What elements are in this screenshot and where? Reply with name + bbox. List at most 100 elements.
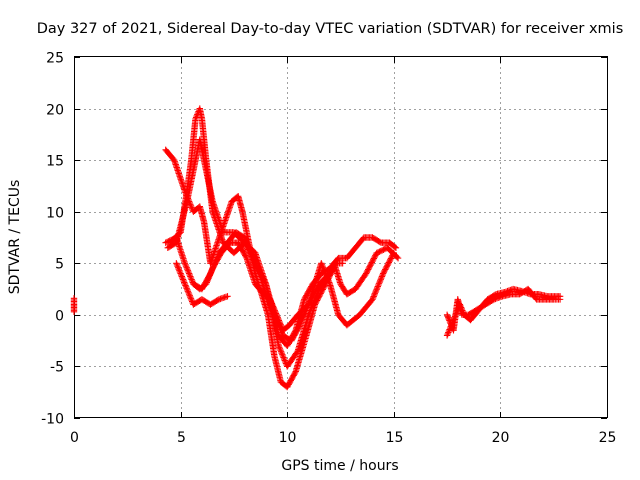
data-point	[175, 265, 182, 273]
data-point	[186, 292, 193, 299]
y-tick-label: 25	[46, 51, 64, 67]
data-point	[445, 315, 453, 323]
data-point	[367, 260, 375, 268]
data-point	[269, 303, 277, 310]
data-point	[248, 250, 255, 257]
data-point	[253, 264, 261, 272]
data-point	[325, 271, 332, 278]
data-point	[326, 270, 334, 277]
data-point	[245, 243, 252, 250]
data-point	[186, 271, 193, 279]
data-point	[255, 267, 262, 274]
data-point	[378, 274, 385, 282]
data-point	[318, 261, 326, 268]
data-point	[182, 283, 190, 291]
data-point	[185, 268, 192, 276]
data-point	[179, 276, 187, 283]
data-point	[255, 268, 263, 276]
data-point	[310, 291, 317, 299]
data-point	[253, 263, 260, 270]
data-point	[184, 265, 191, 273]
data-point	[445, 314, 452, 321]
data-point	[307, 297, 314, 304]
x-tick-label: 20	[492, 430, 510, 446]
data-point	[362, 270, 370, 277]
data-point	[445, 327, 453, 335]
y-tick-label: 5	[55, 257, 64, 273]
data-point	[377, 276, 384, 283]
data-point	[291, 369, 299, 377]
data-point	[176, 267, 183, 274]
data-layer	[70, 105, 564, 391]
data-point	[369, 294, 377, 302]
data-point	[379, 271, 386, 279]
data-point	[179, 274, 186, 282]
data-point	[305, 310, 313, 317]
data-point	[384, 262, 391, 269]
data-point	[313, 284, 321, 292]
data-point	[276, 344, 283, 351]
data-point	[185, 270, 193, 277]
data-point	[308, 303, 316, 310]
data-point	[182, 282, 189, 289]
data-point	[369, 296, 376, 303]
data-point	[188, 296, 195, 304]
data-point	[206, 272, 213, 279]
data-point	[245, 244, 253, 252]
data-point	[314, 283, 321, 290]
data-point	[205, 273, 213, 281]
data-point	[293, 349, 301, 356]
data-point	[267, 297, 274, 304]
data-point	[246, 247, 254, 254]
data-point	[188, 204, 195, 211]
data-point	[205, 275, 212, 282]
data-point	[180, 277, 187, 285]
data-point	[181, 260, 189, 267]
data-point	[394, 254, 402, 262]
data-point	[251, 259, 259, 266]
data-point	[443, 332, 451, 339]
data-point	[248, 251, 256, 259]
data-point	[384, 260, 392, 268]
data-point	[387, 255, 395, 262]
x-tick-label: 15	[386, 430, 404, 446]
data-point	[182, 263, 190, 270]
data-point	[366, 263, 373, 270]
y-tick-label: 20	[46, 103, 64, 119]
data-point	[243, 240, 251, 247]
data-point	[365, 266, 372, 273]
data-point	[183, 285, 190, 292]
data-point	[556, 296, 564, 303]
data-point	[308, 304, 315, 311]
data-point	[242, 253, 250, 261]
data-point	[247, 249, 254, 256]
data-point	[280, 354, 287, 361]
data-point	[369, 256, 377, 264]
data-point	[249, 254, 257, 262]
data-point	[224, 293, 231, 300]
data-point	[391, 243, 399, 251]
data-point	[276, 345, 284, 352]
data-point	[371, 290, 379, 297]
data-point	[386, 258, 393, 265]
data-point	[187, 295, 195, 302]
data-point	[273, 311, 280, 319]
y-tick-label: -10	[41, 412, 64, 428]
data-point	[254, 266, 261, 273]
data-point	[371, 253, 378, 261]
data-point	[187, 274, 195, 282]
data-point	[392, 244, 400, 252]
data-point	[181, 279, 188, 286]
data-point	[319, 263, 326, 270]
data-point	[313, 286, 320, 293]
data-point	[308, 295, 315, 303]
data-point	[277, 347, 284, 354]
data-point	[203, 279, 210, 286]
data-point	[373, 286, 380, 293]
data-point	[372, 289, 379, 296]
data-point	[275, 317, 283, 324]
data-point	[252, 260, 259, 267]
data-point	[250, 256, 257, 263]
data-point	[271, 306, 278, 313]
x-tick-label: 5	[177, 430, 186, 446]
